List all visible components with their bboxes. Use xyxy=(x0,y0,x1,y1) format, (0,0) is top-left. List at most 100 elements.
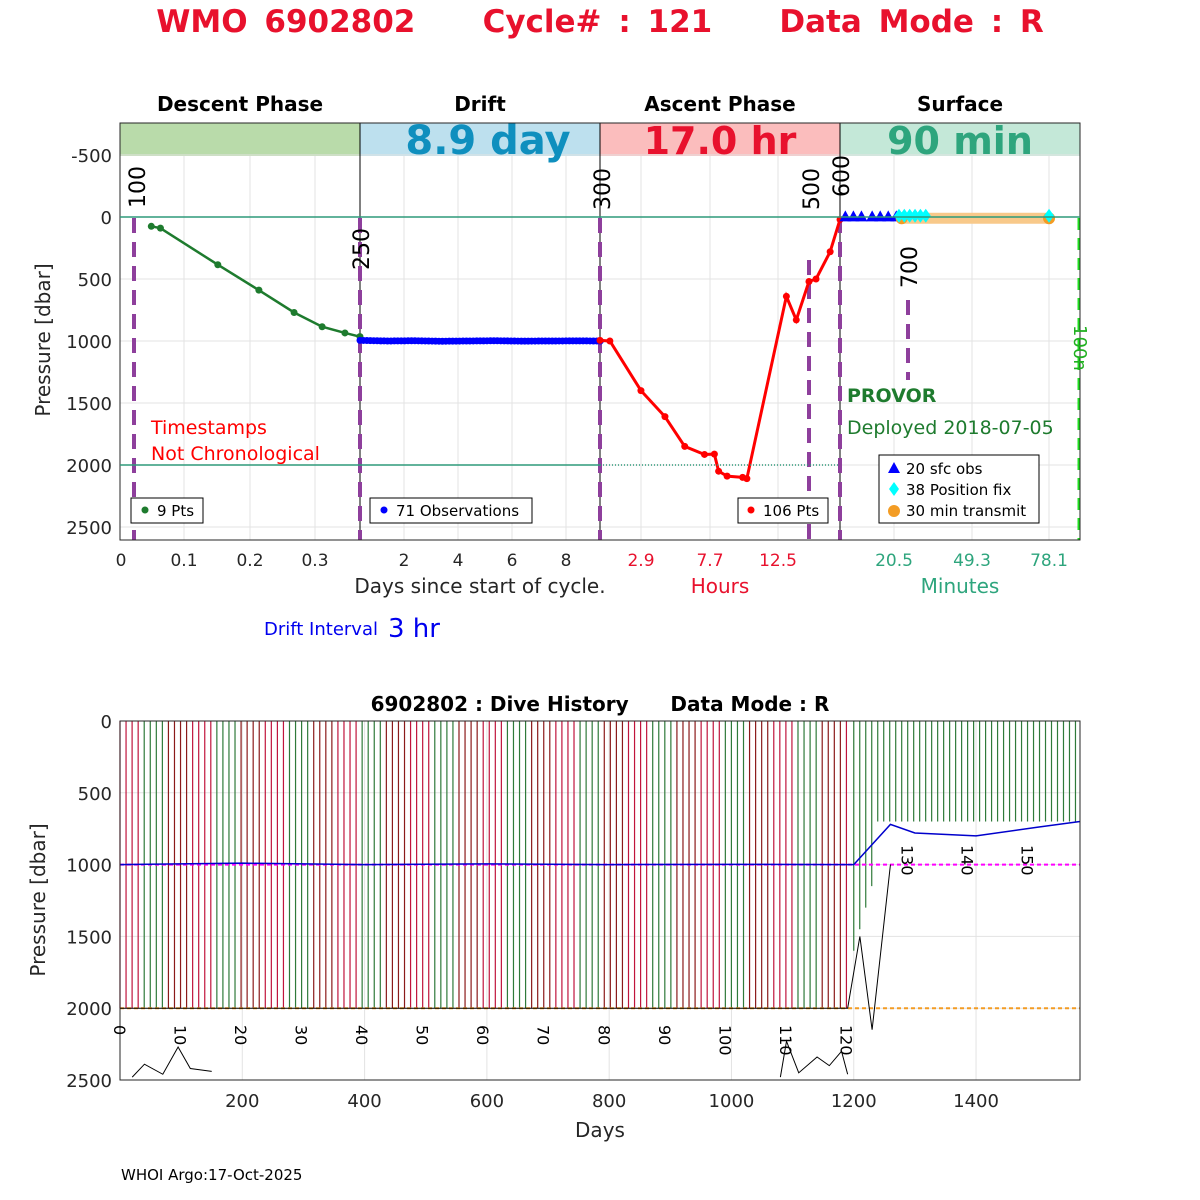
surface-tick-20-5: 20.5 xyxy=(875,551,913,571)
title-mode: Data Mode : R xyxy=(779,4,1044,40)
ascent-point-3 xyxy=(661,413,669,421)
history-y-label: Pressure [dbar] xyxy=(26,823,50,976)
header-ascent: Ascent Phase xyxy=(644,92,795,116)
history-y-tick-3: 1500 xyxy=(66,927,112,948)
surface-drift-trace-early xyxy=(131,1045,212,1078)
ascent-point-10 xyxy=(743,475,751,483)
cycle-label-14: 140 xyxy=(958,845,977,876)
history-y-tick-0: 0 xyxy=(101,712,112,733)
descent-tick-0-3: 0.3 xyxy=(301,551,328,571)
y-tick-500: 500 xyxy=(78,270,112,291)
minutes-label: Minutes xyxy=(921,574,1000,598)
descent-legend: 9 Pts xyxy=(130,497,204,524)
cycle-label-3: 30 xyxy=(292,1025,311,1045)
side-label-100n: 100n xyxy=(1069,325,1090,371)
descent-line xyxy=(151,225,361,338)
surface-legend-fix: 38 Position fix xyxy=(906,481,1011,499)
drift-duration: 8.9 day xyxy=(405,118,570,164)
drift-legend-marker xyxy=(380,506,388,514)
surface-obs-0 xyxy=(839,210,852,222)
descent-point-5 xyxy=(318,323,326,331)
drift-tick-4: 4 xyxy=(453,551,464,571)
history-x-tick-1: 400 xyxy=(347,1091,381,1112)
descent-point-2 xyxy=(214,261,222,269)
surface-obs-legend-marker xyxy=(888,462,900,473)
cycle-label-8: 80 xyxy=(594,1025,613,1045)
drift-tick-2: 2 xyxy=(399,551,410,571)
y-tick-1000: 1000 xyxy=(66,332,112,353)
ascent-point-6 xyxy=(710,450,718,458)
surface-tick-78-1: 78.1 xyxy=(1030,551,1068,571)
marker-label-250: 250 xyxy=(350,228,375,270)
cycle-label-10: 100 xyxy=(715,1025,734,1056)
drift-band xyxy=(360,123,600,156)
history-x-tick-0: 200 xyxy=(225,1091,259,1112)
ascent-point-11 xyxy=(782,292,790,300)
deployed-date: Deployed 2018-07-05 xyxy=(847,417,1054,439)
position-fix-6 xyxy=(1044,208,1055,223)
surface-drift-trace-late xyxy=(779,1039,849,1078)
y-tick-1500: 1500 xyxy=(66,394,112,415)
ascent-duration: 17.0 hr xyxy=(644,119,797,163)
surface-obs-3 xyxy=(866,210,879,222)
phase-chart: Descent Phase Drift Ascent Phase Surface… xyxy=(31,92,1090,598)
title-wmo: WMO 6902802 xyxy=(156,4,416,40)
header-surface: Surface xyxy=(917,92,1003,116)
ascent-point-0 xyxy=(596,336,604,344)
cycle-label-4: 40 xyxy=(352,1025,371,1045)
history-y-tick-5: 2500 xyxy=(66,1071,112,1092)
ascent-line xyxy=(599,219,842,481)
ascent-point-2 xyxy=(637,387,645,395)
drift-tick-8: 8 xyxy=(561,551,572,571)
header-descent: Descent Phase xyxy=(157,92,323,116)
position-fix-0 xyxy=(893,208,904,223)
marker-label-700: 700 xyxy=(898,246,923,288)
drift-legend-text: 71 Observations xyxy=(396,502,519,520)
header-drift: Drift xyxy=(454,92,506,116)
ascent-point-14 xyxy=(812,275,820,283)
cycle-label-7: 70 xyxy=(534,1025,553,1045)
history-frame xyxy=(119,720,1081,1081)
descent-legend-marker xyxy=(141,506,149,514)
y-tick-0: 0 xyxy=(101,208,112,229)
history-y-tick-2: 1000 xyxy=(66,856,112,877)
descent-point-6 xyxy=(341,329,349,337)
position-fix-1 xyxy=(899,208,910,223)
marker-label-100: 100 xyxy=(126,166,151,208)
warning-line-2: Not Chronological xyxy=(151,443,320,465)
position-fix-4 xyxy=(915,208,926,223)
ascent-tick-7-7: 7.7 xyxy=(696,551,723,571)
ascent-tick-12-5: 12.5 xyxy=(759,551,797,571)
history-title: 6902802 : Dive History Data Mode : R xyxy=(371,692,830,716)
x-axis-label: Days since start of cycle. xyxy=(354,574,605,598)
y-tick-2500: 2500 xyxy=(66,518,112,539)
drift-interval-value: 3 hr xyxy=(388,614,440,644)
drift-legend: 71 Observations xyxy=(369,497,533,524)
ascent-point-8 xyxy=(723,472,731,480)
cycle-label-15: 150 xyxy=(1018,845,1037,876)
cycle-label-5: 50 xyxy=(413,1025,432,1045)
history-y-tick-4: 2000 xyxy=(66,999,112,1020)
cycle-label-11: 110 xyxy=(776,1025,795,1056)
y-axis-label: Pressure [dbar] xyxy=(31,263,55,416)
main-title: WMO 6902802 Cycle# : 121 Data Mode : R xyxy=(0,4,1200,40)
ascent-point-12 xyxy=(792,316,800,324)
descent-point-4 xyxy=(290,308,298,316)
history-x-tick-4: 1000 xyxy=(709,1091,755,1112)
marker-label-600: 600 xyxy=(830,155,855,197)
surface-obs-2 xyxy=(855,210,868,222)
drift-interval-label: Drift Interval xyxy=(264,619,378,640)
surface-tick-49-3: 49.3 xyxy=(953,551,991,571)
park-pressure-line xyxy=(119,820,1081,866)
history-x-tick-2: 600 xyxy=(470,1091,504,1112)
ascent-legend-text: 106 Pts xyxy=(763,502,819,520)
descent-tick-0: 0 xyxy=(116,551,127,571)
cycle-label-6: 60 xyxy=(473,1025,492,1045)
ascent-legend: 106 Pts xyxy=(737,497,829,524)
ascent-point-13 xyxy=(805,277,813,285)
position-fix-2 xyxy=(904,208,915,223)
ascent-tick-2-9: 2.9 xyxy=(627,551,654,571)
surface-legend-obs: 20 sfc obs xyxy=(906,460,983,478)
cycle-label-2: 20 xyxy=(231,1025,250,1045)
title-cycle: Cycle# : 121 xyxy=(482,4,713,40)
